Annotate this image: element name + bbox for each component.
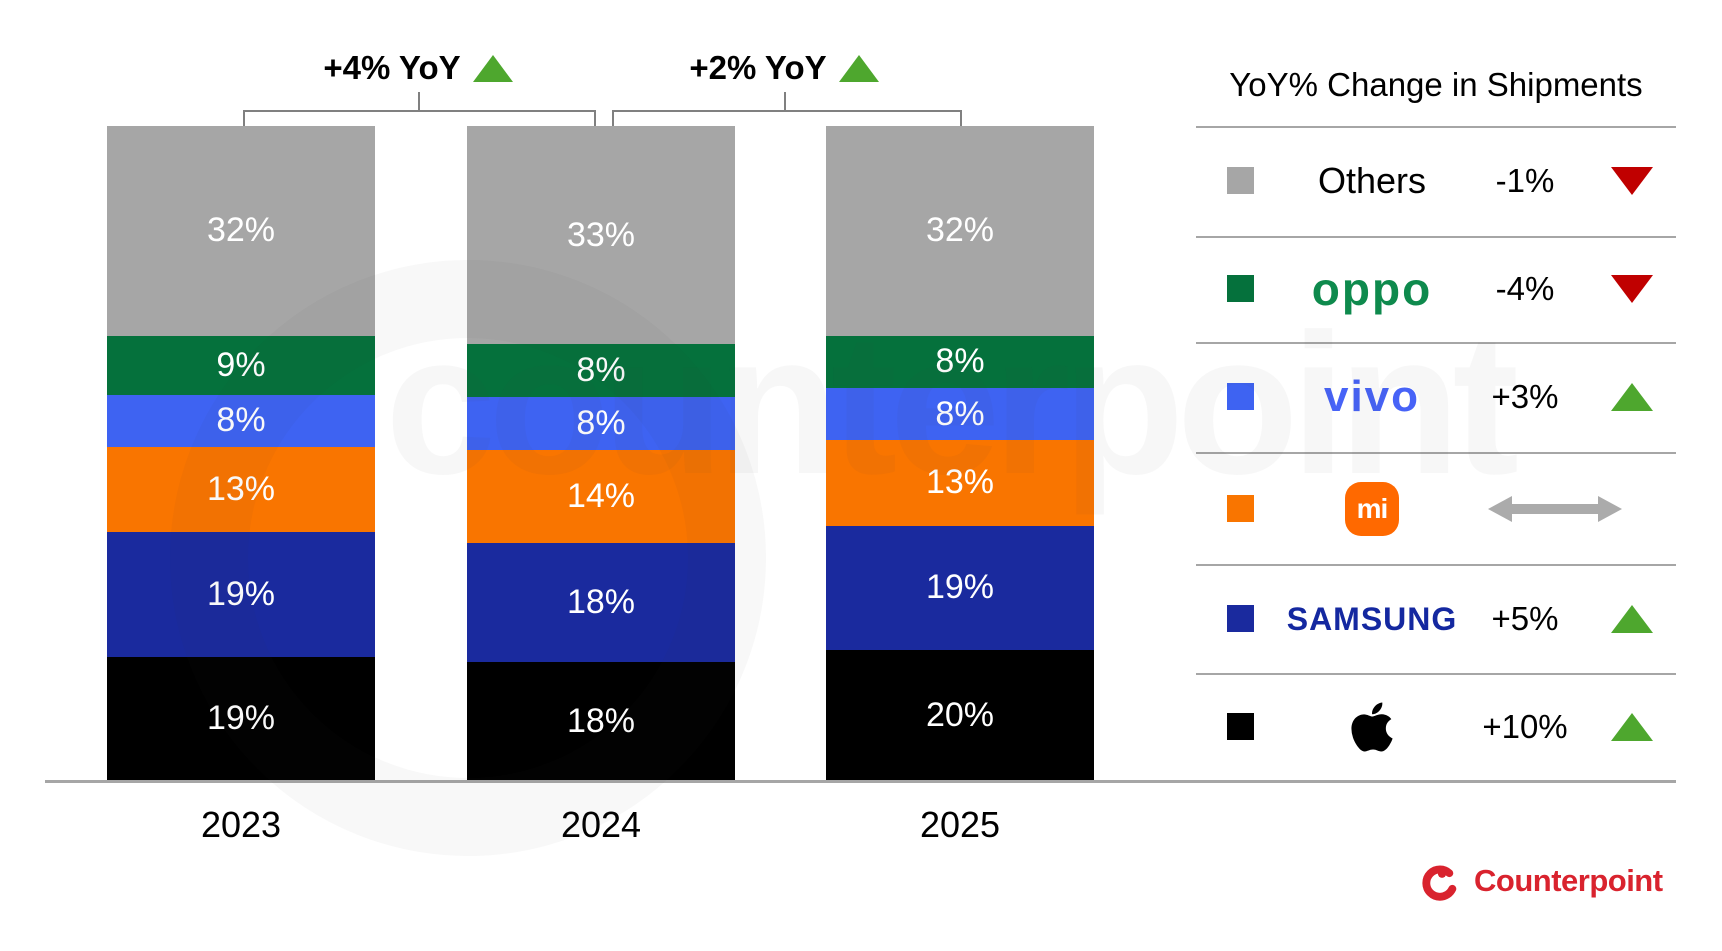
xiaomi-mi-logo: mi xyxy=(1345,482,1399,536)
yoy-annotation-text: +2% YoY xyxy=(689,49,827,86)
segment-oppo: 8% xyxy=(826,335,1094,388)
legend-row-others: Others -1% xyxy=(1196,151,1676,211)
segment-value: 33% xyxy=(566,215,636,254)
bracket-stem xyxy=(784,92,786,110)
counterpoint-c-icon xyxy=(1422,865,1458,901)
legend-row-vivo: vivo +3% xyxy=(1196,367,1676,427)
stacked-bar-2023: 32% 9% 8% 13% 19% 19% xyxy=(107,126,375,782)
segment-xiaomi: 13% xyxy=(826,440,1094,526)
segment-value: 8% xyxy=(935,394,985,433)
segment-value: 8% xyxy=(576,351,626,390)
apple-swatch xyxy=(1227,713,1254,740)
segment-value: 32% xyxy=(925,211,995,250)
segment-samsung: 19% xyxy=(826,525,1094,651)
segment-apple: 20% xyxy=(826,650,1094,782)
up-triangle-icon xyxy=(472,54,513,82)
apple-change-value: +10% xyxy=(1482,708,1568,745)
legend-divider xyxy=(1196,126,1676,128)
samsung-swatch xyxy=(1227,605,1254,632)
others-change-value: -1% xyxy=(1495,162,1555,199)
legend-divider xyxy=(1196,673,1676,675)
down-triangle-icon xyxy=(1611,275,1653,303)
segment-samsung: 18% xyxy=(467,542,735,662)
legend-title: YoY% Change in Shipments xyxy=(1229,66,1643,103)
vivo-logo: vivo xyxy=(1323,372,1421,421)
segment-others: 33% xyxy=(467,126,735,345)
segment-xiaomi: 13% xyxy=(107,446,375,533)
segment-oppo: 9% xyxy=(107,335,375,395)
stacked-bar-2025: 32% 8% 8% 13% 19% 20% xyxy=(826,126,1094,782)
counterpoint-wordmark: Counterpoint xyxy=(1474,863,1663,898)
segment-value: 8% xyxy=(216,401,266,440)
segment-value: 18% xyxy=(566,701,636,740)
segment-apple: 18% xyxy=(467,661,735,781)
x-tick-2025: 2025 xyxy=(919,804,1001,845)
segment-vivo: 8% xyxy=(107,394,375,447)
bracket-line xyxy=(612,110,962,129)
segment-value: 13% xyxy=(925,463,995,502)
x-tick-2024: 2024 xyxy=(560,804,642,845)
legend-row-samsung: SAMSUNG +5% xyxy=(1196,589,1676,649)
down-triangle-icon xyxy=(1611,167,1653,195)
vivo-swatch xyxy=(1227,383,1254,410)
segment-vivo: 8% xyxy=(467,397,735,451)
xiaomi-swatch xyxy=(1227,495,1254,522)
x-axis-line xyxy=(45,780,1676,783)
yoy-annotation-2025: +2% YoY xyxy=(604,48,964,88)
up-triangle-icon xyxy=(1611,383,1653,411)
legend-row-xiaomi: mi xyxy=(1196,479,1676,539)
segment-value: 8% xyxy=(576,404,626,443)
segment-samsung: 19% xyxy=(107,532,375,657)
legend-divider xyxy=(1196,564,1676,566)
bracket-stem xyxy=(418,92,420,110)
legend-divider xyxy=(1196,236,1676,238)
segment-value: 14% xyxy=(566,476,636,515)
segment-xiaomi: 14% xyxy=(467,450,735,543)
oppo-logo: oppo xyxy=(1311,263,1433,315)
segment-value: 8% xyxy=(935,342,985,381)
oppo-swatch xyxy=(1227,275,1254,302)
legend-divider xyxy=(1196,452,1676,454)
legend-row-oppo: oppo -4% xyxy=(1196,259,1676,319)
yoy-annotation-2024: +4% YoY xyxy=(238,48,598,88)
segment-value: 32% xyxy=(206,211,276,250)
up-triangle-icon xyxy=(1611,713,1653,741)
bracket-line xyxy=(243,110,596,129)
up-triangle-icon xyxy=(838,54,879,82)
samsung-logo: SAMSUNG xyxy=(1286,600,1458,637)
x-tick-2023: 2023 xyxy=(200,804,282,845)
yoy-annotation-text: +4% YoY xyxy=(323,49,461,86)
up-triangle-icon xyxy=(1611,605,1653,633)
segment-value: 18% xyxy=(566,582,636,621)
stacked-bar-2024: 33% 8% 8% 14% 18% 18% xyxy=(467,126,735,781)
others-label: Others xyxy=(1317,160,1427,201)
oppo-change-value: -4% xyxy=(1495,270,1555,307)
legend-divider xyxy=(1196,342,1676,344)
legend-row-apple: +10% xyxy=(1196,697,1676,757)
vivo-change-value: +3% xyxy=(1491,378,1559,415)
segment-value: 13% xyxy=(206,470,276,509)
segment-apple: 19% xyxy=(107,656,375,782)
apple-logo-icon xyxy=(1351,702,1393,752)
segment-value: 19% xyxy=(206,699,276,738)
segment-others: 32% xyxy=(826,126,1094,336)
segment-value: 19% xyxy=(206,574,276,613)
segment-vivo: 8% xyxy=(826,388,1094,441)
segment-value: 20% xyxy=(925,696,995,735)
segment-value: 19% xyxy=(925,568,995,607)
counterpoint-logo: Counterpoint xyxy=(1420,860,1663,902)
segment-oppo: 8% xyxy=(467,344,735,398)
flat-arrow-icon xyxy=(1488,496,1622,522)
samsung-change-value: +5% xyxy=(1491,600,1559,637)
others-swatch xyxy=(1227,167,1254,194)
segment-value: 9% xyxy=(216,345,266,384)
segment-others: 32% xyxy=(107,126,375,336)
